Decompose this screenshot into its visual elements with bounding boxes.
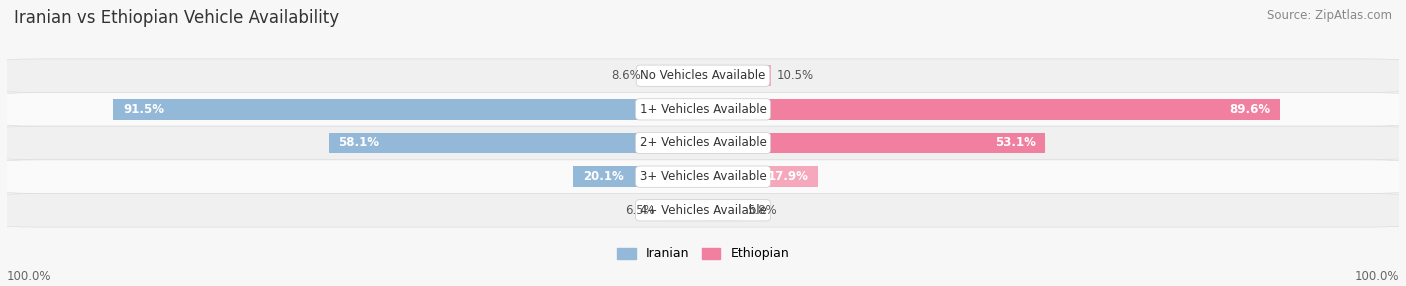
FancyBboxPatch shape bbox=[0, 126, 1406, 160]
Text: 91.5%: 91.5% bbox=[124, 103, 165, 116]
Text: 58.1%: 58.1% bbox=[339, 136, 380, 150]
FancyBboxPatch shape bbox=[0, 59, 1406, 93]
Text: 6.5%: 6.5% bbox=[624, 204, 655, 217]
Text: Source: ZipAtlas.com: Source: ZipAtlas.com bbox=[1267, 9, 1392, 21]
Text: 100.0%: 100.0% bbox=[1354, 270, 1399, 283]
Bar bbox=[703, 200, 741, 221]
FancyBboxPatch shape bbox=[0, 160, 1406, 193]
Text: No Vehicles Available: No Vehicles Available bbox=[640, 69, 766, 82]
Bar bbox=[703, 133, 1045, 153]
Bar bbox=[114, 99, 703, 120]
Bar bbox=[661, 200, 703, 221]
Legend: Iranian, Ethiopian: Iranian, Ethiopian bbox=[612, 243, 794, 265]
Text: Iranian vs Ethiopian Vehicle Availability: Iranian vs Ethiopian Vehicle Availabilit… bbox=[14, 9, 339, 27]
Text: 2+ Vehicles Available: 2+ Vehicles Available bbox=[640, 136, 766, 150]
Text: 10.5%: 10.5% bbox=[778, 69, 814, 82]
Text: 20.1%: 20.1% bbox=[583, 170, 624, 183]
Bar bbox=[703, 99, 1281, 120]
FancyBboxPatch shape bbox=[0, 93, 1406, 126]
Text: 17.9%: 17.9% bbox=[768, 170, 808, 183]
Bar bbox=[574, 166, 703, 187]
Bar bbox=[648, 65, 703, 86]
Text: 3+ Vehicles Available: 3+ Vehicles Available bbox=[640, 170, 766, 183]
FancyBboxPatch shape bbox=[0, 193, 1406, 227]
Text: 53.1%: 53.1% bbox=[994, 136, 1035, 150]
Text: 89.6%: 89.6% bbox=[1230, 103, 1271, 116]
Text: 5.8%: 5.8% bbox=[747, 204, 776, 217]
Text: 1+ Vehicles Available: 1+ Vehicles Available bbox=[640, 103, 766, 116]
Bar bbox=[703, 166, 818, 187]
Bar bbox=[703, 65, 770, 86]
Text: 100.0%: 100.0% bbox=[7, 270, 52, 283]
Text: 4+ Vehicles Available: 4+ Vehicles Available bbox=[640, 204, 766, 217]
Bar bbox=[329, 133, 703, 153]
Text: 8.6%: 8.6% bbox=[612, 69, 641, 82]
